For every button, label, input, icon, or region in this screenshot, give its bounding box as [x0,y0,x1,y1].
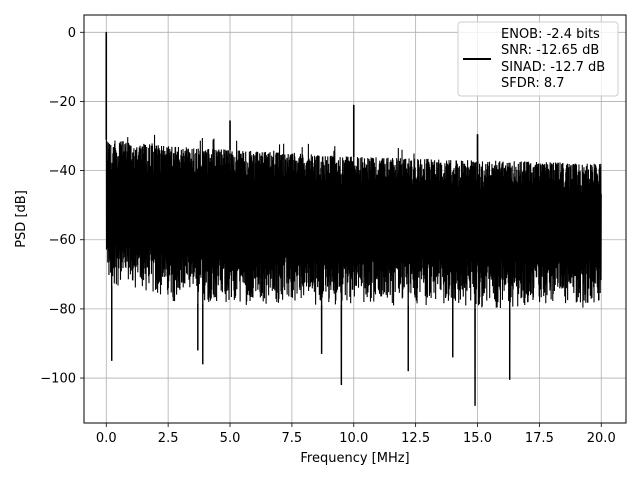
x-tick-label: 17.5 [525,431,554,446]
y-tick-label: −60 [49,233,76,248]
legend-entry-enob: ENOB: -2.4 bits [501,27,600,42]
legend-box [457,21,619,97]
x-tick-label: 5.0 [220,431,241,446]
y-tick-label: −100 [40,372,76,387]
x-axis-ticks: 0.0 2.5 5.0 7.5 10.0 12.5 15.0 17.5 20.0 [96,423,616,446]
x-tick-label: 2.5 [158,431,179,446]
x-tick-label: 20.0 [587,431,616,446]
y-tick-label: −80 [49,302,76,317]
psd-series [105,32,602,406]
legend: ENOB: -2.4 bits SNR: -12.65 dB SINAD: -1… [457,21,619,97]
y-axis-ticks: 0 −20 −40 −60 −80 −100 [40,26,84,387]
x-tick-label: 10.0 [339,431,368,446]
x-axis-label: Frequency [MHz] [300,451,409,466]
x-tick-label: 0.0 [96,431,117,446]
x-tick-label: 12.5 [401,431,430,446]
x-tick-label: 15.0 [463,431,492,446]
plot-frame [83,14,627,424]
y-tick-label: 0 [68,26,76,41]
legend-entry-snr: SNR: -12.65 dB [501,43,599,58]
y-tick-label: −20 [49,95,76,110]
y-tick-label: −40 [49,164,76,179]
legend-entry-sinad: SINAD: -12.7 dB [501,60,605,75]
x-tick-label: 7.5 [282,431,303,446]
legend-entry-sfdr: SFDR: 8.7 [501,76,565,91]
y-axis-label: PSD [dB] [14,190,29,248]
